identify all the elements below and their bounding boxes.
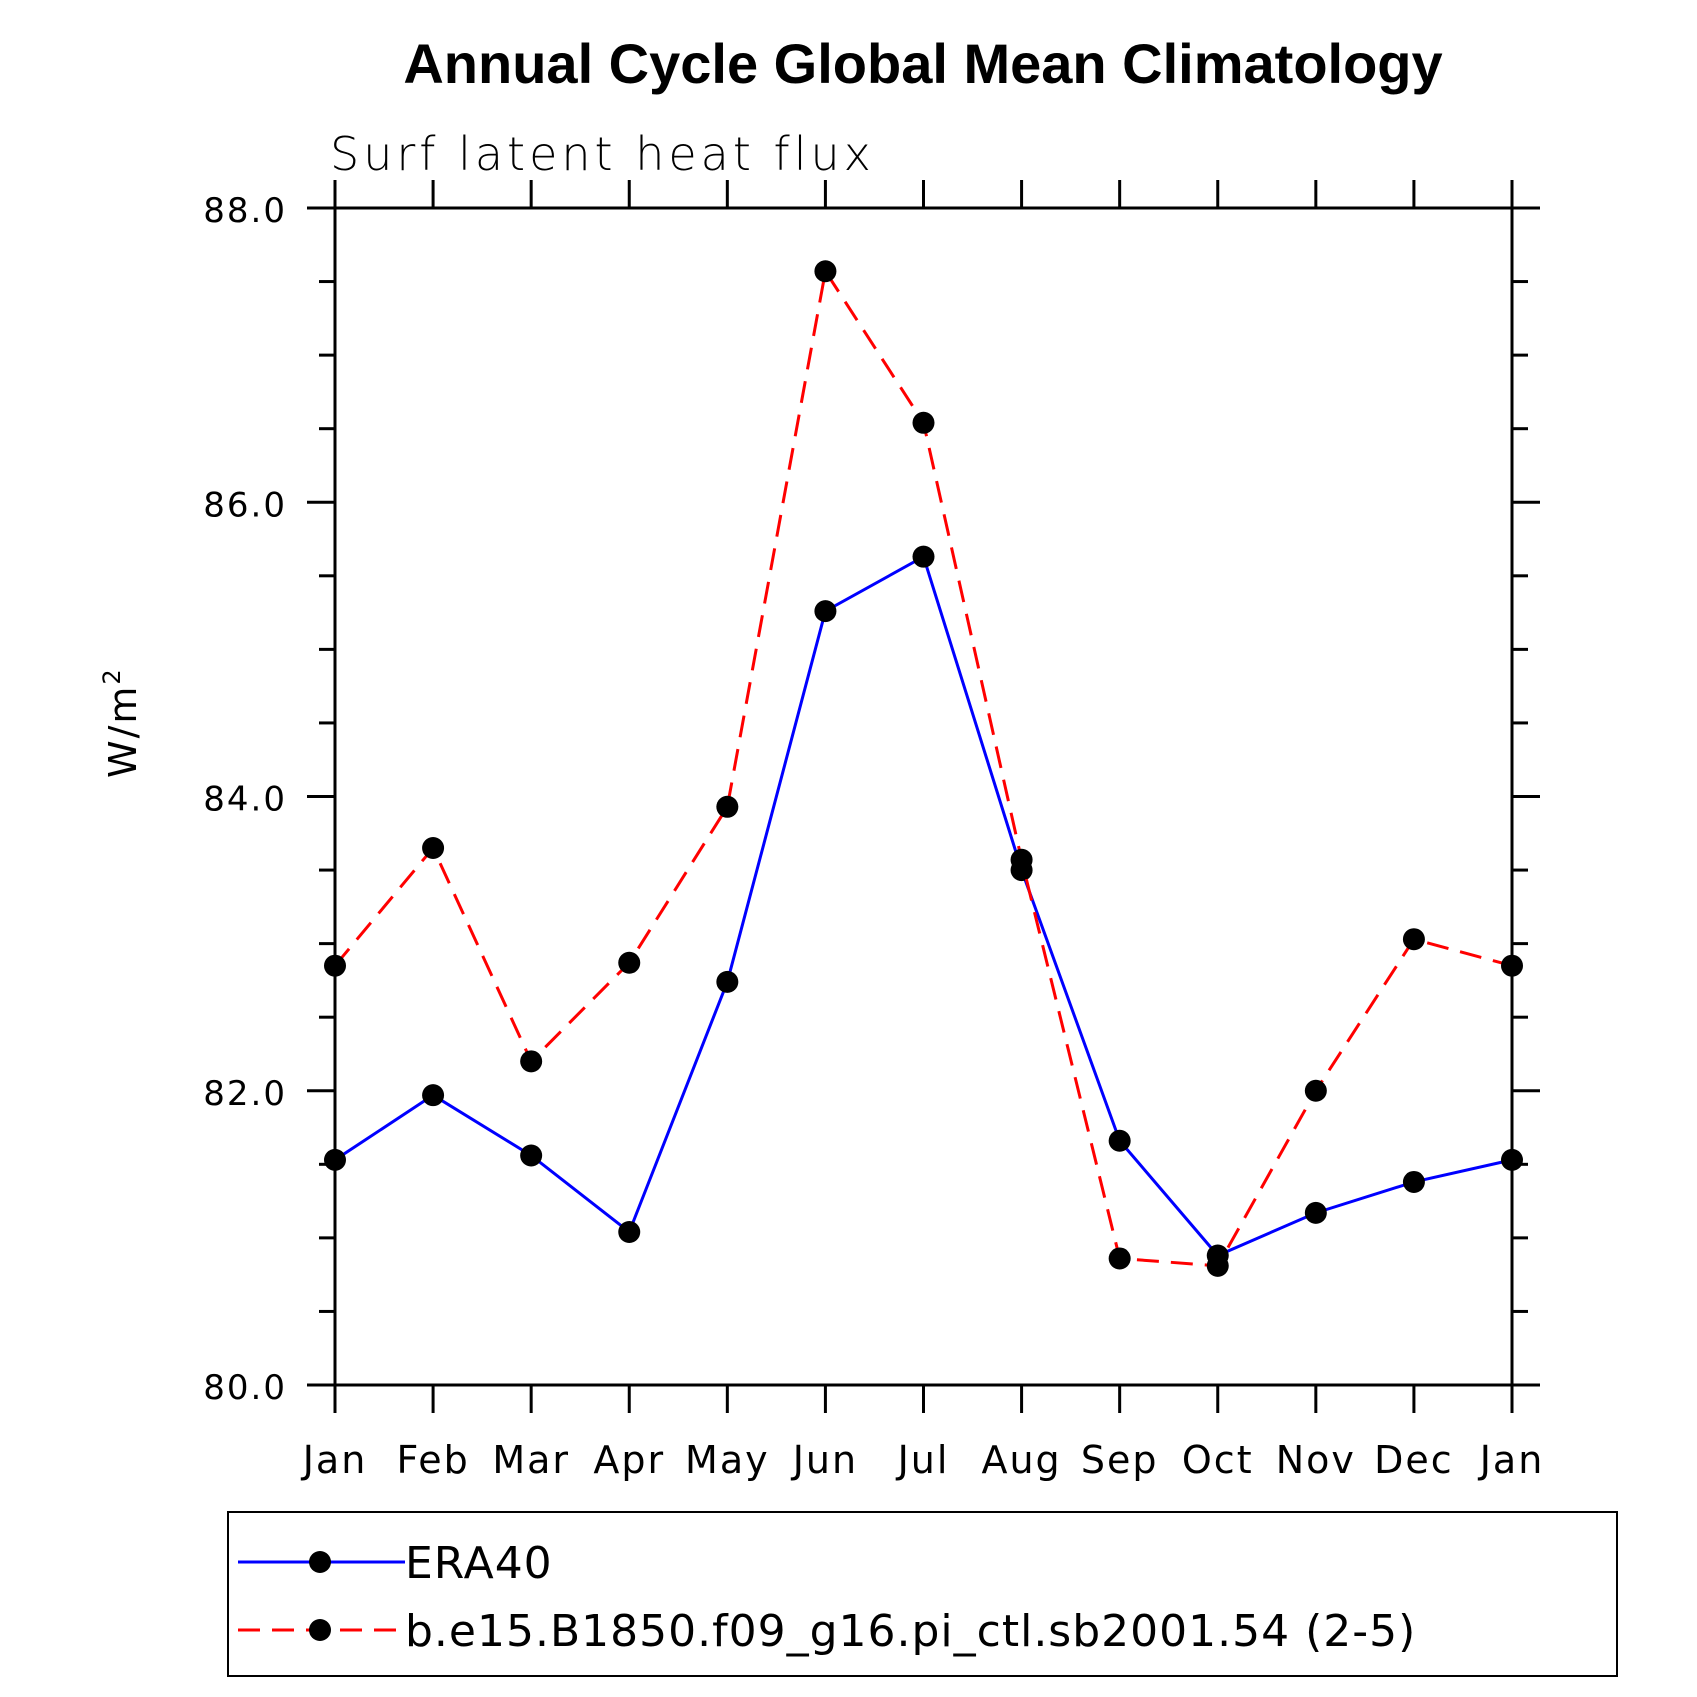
x-tick-label: May (685, 1438, 770, 1482)
chart-subtitle: Surf latent heat flux (330, 127, 875, 181)
data-point (618, 1220, 641, 1243)
data-point (814, 600, 837, 623)
plot-border (333, 206, 1514, 1387)
x-tick-label: Oct (1182, 1438, 1254, 1482)
series-2 (324, 260, 1523, 1277)
x-tick-label: Feb (396, 1438, 469, 1482)
chart-title: Annual Cycle Global Mean Climatology (403, 32, 1442, 95)
x-tick-label: Dec (1374, 1438, 1454, 1482)
data-point (1304, 1201, 1327, 1224)
legend-box (227, 1511, 1618, 1677)
data-point (1501, 1148, 1523, 1171)
legend-marker (309, 1619, 331, 1641)
y-tick-label: 86.0 (203, 485, 287, 525)
data-point (422, 836, 445, 859)
x-tick-labels: Jan Feb Mar Apr May Jun Jul Aug Sep Oct Nov Dec Jan (301, 1438, 1545, 1482)
data-point (1108, 1129, 1131, 1152)
x-tick-label: Jan (1478, 1438, 1545, 1482)
data-point (716, 970, 739, 993)
y-tick-label: 82.0 (203, 1074, 287, 1114)
y-axis-label-text: W/m (101, 685, 145, 778)
x-tick-label: Aug (981, 1438, 1061, 1482)
legend-label: b.e15.B1850.f09_g16.pi_ctl.sb2001.54 (2-… (405, 1606, 1416, 1657)
data-point (1304, 1079, 1327, 1102)
x-tick-label: Sep (1081, 1438, 1159, 1482)
x-tick-label: Jan (301, 1438, 368, 1482)
y-tick-label: 80.0 (203, 1368, 287, 1408)
data-point (912, 545, 935, 568)
legend-item: ERA40 (238, 1538, 553, 1589)
x-tick-label: Apr (593, 1438, 665, 1482)
plot-frame (333, 206, 1514, 1387)
data-point (1501, 954, 1523, 977)
data-point (324, 1148, 346, 1171)
series-line (334, 554, 1513, 1258)
data-point (1108, 1247, 1131, 1270)
data-point (618, 951, 641, 974)
series-layer (324, 260, 1523, 1277)
data-point (1010, 848, 1033, 871)
svg-text:W/m2: W/m2 (98, 667, 145, 778)
x-tick-label: Jun (791, 1438, 858, 1482)
series-1 (324, 545, 1523, 1267)
legend-item: b.e15.B1850.f09_g16.pi_ctl.sb2001.54 (2-… (238, 1606, 1416, 1657)
data-point (716, 795, 739, 818)
x-tick-label: Mar (492, 1438, 570, 1482)
data-point (422, 1084, 445, 1107)
data-point (324, 954, 346, 977)
data-point (912, 411, 935, 434)
data-point (520, 1144, 543, 1167)
y-tick-label: 84.0 (203, 780, 287, 820)
legend-label: ERA40 (405, 1538, 553, 1589)
legend-marker (309, 1551, 331, 1573)
y-axis-label: W/m2 (98, 667, 145, 778)
data-point (520, 1050, 543, 1073)
axis-ticks (307, 180, 1540, 1413)
data-point (814, 260, 837, 283)
x-tick-label: Jul (896, 1438, 950, 1482)
y-axis-label-superscript: 2 (98, 667, 126, 684)
data-point (1402, 1170, 1425, 1193)
data-point (1206, 1254, 1229, 1277)
legend: ERA40 b.e15.B1850.f09_g16.pi_ctl.sb2001.5… (227, 1511, 1618, 1677)
data-point (1402, 928, 1425, 951)
y-tick-labels: 80.0 82.0 84.0 86.0 88.0 (203, 191, 287, 1408)
x-tick-label: Nov (1276, 1438, 1356, 1482)
y-tick-label: 88.0 (203, 191, 287, 231)
